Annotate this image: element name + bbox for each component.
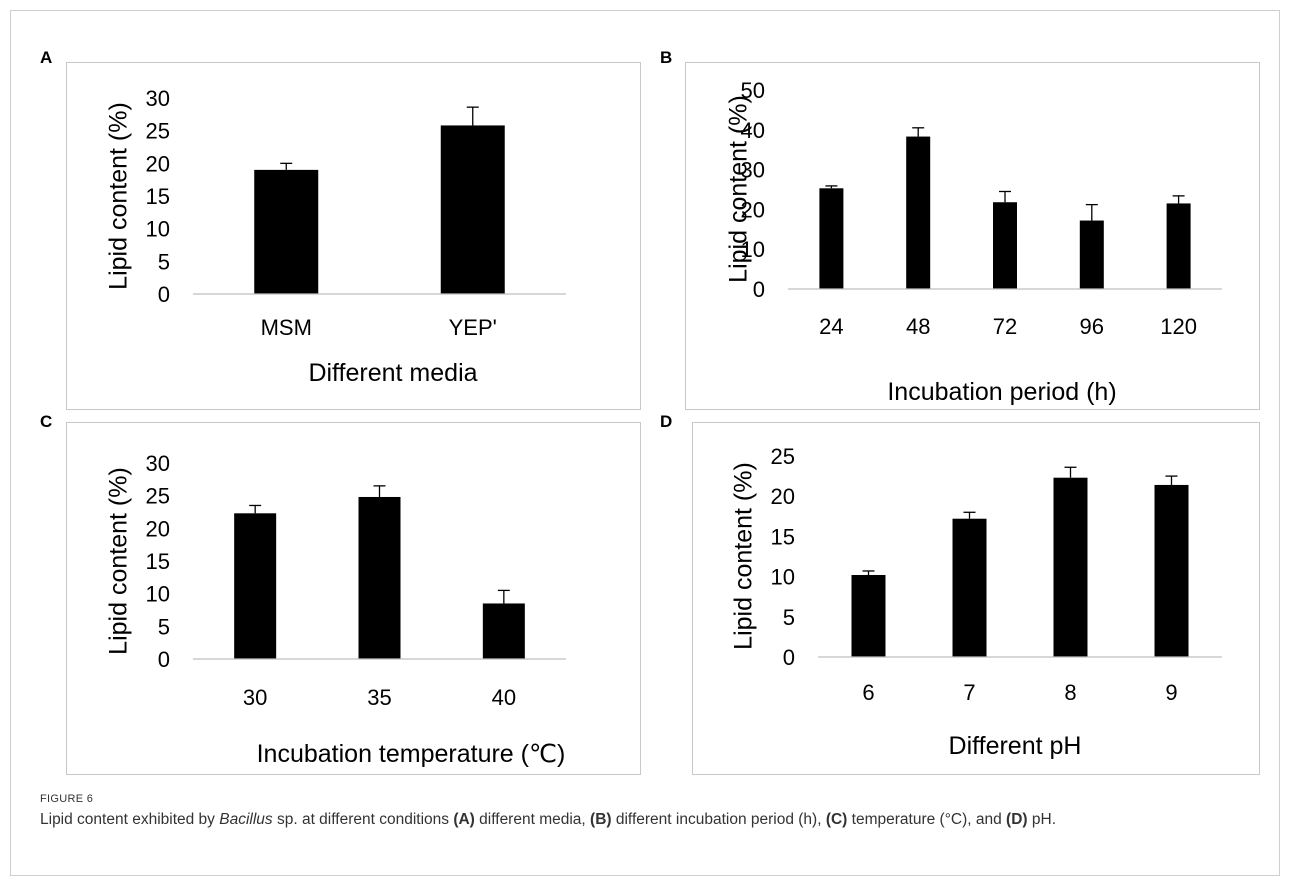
y-tick-label: 20 bbox=[771, 484, 795, 509]
y-tick-label: 25 bbox=[146, 119, 170, 144]
chart-a-frame bbox=[66, 62, 641, 410]
y-tick-label: 5 bbox=[783, 605, 795, 630]
x-tick-label: 96 bbox=[1080, 314, 1104, 339]
chart-c-frame bbox=[66, 422, 641, 775]
x-axis-label: Incubation period (h) bbox=[887, 378, 1116, 406]
caption-ref-a: (A) bbox=[453, 811, 475, 828]
y-tick-label: 15 bbox=[146, 184, 170, 209]
y-tick-label: 20 bbox=[146, 516, 170, 541]
bar-9 bbox=[1154, 484, 1189, 657]
x-tick-label: 24 bbox=[819, 314, 843, 339]
y-tick-label: 5 bbox=[158, 249, 170, 274]
x-tick-label: 7 bbox=[963, 680, 975, 705]
y-axis-label: Lipid content (%) bbox=[725, 95, 753, 283]
y-tick-label: 0 bbox=[753, 277, 765, 302]
x-tick-label: YEP' bbox=[449, 315, 497, 340]
panel-label-c: C bbox=[40, 412, 53, 431]
caption-text-3: different media, bbox=[474, 811, 591, 828]
bar-7 bbox=[952, 518, 987, 657]
y-tick-label: 25 bbox=[771, 444, 795, 469]
x-tick-label: 72 bbox=[993, 314, 1017, 339]
figure-label: FIGURE 6 bbox=[40, 793, 94, 805]
bar-96 bbox=[1079, 220, 1104, 289]
bar-MSM bbox=[254, 169, 319, 294]
y-tick-label: 25 bbox=[146, 484, 170, 509]
panel-label-d: D bbox=[660, 412, 673, 431]
caption-text-4: different incubation period (h), bbox=[611, 811, 826, 828]
y-tick-label: 15 bbox=[146, 549, 170, 574]
caption-ref-d: (D) bbox=[1006, 811, 1028, 828]
x-tick-label: 40 bbox=[492, 685, 516, 710]
x-tick-label: 6 bbox=[862, 680, 874, 705]
x-tick-label: 30 bbox=[243, 685, 267, 710]
y-axis-label: Lipid content (%) bbox=[730, 462, 758, 650]
y-tick-label: 10 bbox=[771, 565, 795, 590]
y-tick-label: 0 bbox=[158, 282, 170, 307]
y-axis-label: Lipid content (%) bbox=[105, 467, 133, 655]
y-tick-label: 10 bbox=[146, 582, 170, 607]
bar-24 bbox=[819, 188, 844, 289]
y-tick-label: 30 bbox=[146, 86, 170, 111]
x-axis-label: Different media bbox=[308, 359, 477, 387]
bar-72 bbox=[993, 202, 1017, 289]
bar-48 bbox=[906, 136, 931, 289]
y-tick-label: 0 bbox=[783, 645, 795, 670]
bar-120 bbox=[1166, 203, 1191, 289]
bar-8 bbox=[1053, 477, 1088, 657]
panel-label-b: B bbox=[660, 48, 673, 67]
caption-text-5: temperature (°C), and bbox=[847, 811, 1007, 828]
panel-label-a: A bbox=[40, 48, 53, 67]
y-axis-label: Lipid content (%) bbox=[105, 102, 133, 290]
bar-6 bbox=[851, 574, 886, 657]
caption-text-6: pH. bbox=[1027, 811, 1057, 828]
bar-40 bbox=[482, 603, 525, 659]
y-tick-label: 0 bbox=[158, 647, 170, 672]
chart-b-frame bbox=[685, 62, 1260, 410]
x-tick-label: 9 bbox=[1165, 680, 1177, 705]
y-tick-label: 30 bbox=[146, 451, 170, 476]
figure-frame bbox=[10, 10, 1280, 876]
x-tick-label: 35 bbox=[367, 685, 391, 710]
caption-species: Bacillus bbox=[219, 811, 273, 828]
y-tick-label: 50 bbox=[741, 78, 765, 103]
y-tick-label: 15 bbox=[771, 524, 795, 549]
x-tick-label: 48 bbox=[906, 314, 930, 339]
y-tick-label: 30 bbox=[741, 158, 765, 183]
y-tick-label: 20 bbox=[146, 151, 170, 176]
figure-caption: Lipid content exhibited by Bacillus sp. … bbox=[40, 809, 1255, 830]
y-tick-label: 40 bbox=[741, 118, 765, 143]
bar-35 bbox=[358, 496, 401, 659]
x-tick-label: 8 bbox=[1064, 680, 1076, 705]
y-tick-label: 5 bbox=[158, 614, 170, 639]
x-axis-label: Different pH bbox=[949, 732, 1082, 760]
caption-ref-b: (B) bbox=[590, 811, 612, 828]
y-tick-label: 10 bbox=[146, 217, 170, 242]
bar-30 bbox=[234, 513, 277, 659]
x-axis-label: Incubation temperature (℃) bbox=[257, 740, 566, 768]
caption-ref-c: (C) bbox=[825, 811, 848, 828]
y-tick-label: 10 bbox=[741, 237, 765, 262]
x-tick-label: 120 bbox=[1160, 314, 1197, 339]
bar-YEP' bbox=[440, 125, 505, 294]
caption-text-2: sp. at different conditions bbox=[272, 811, 454, 828]
y-tick-label: 20 bbox=[741, 197, 765, 222]
caption-text-1: Lipid content exhibited by bbox=[40, 811, 220, 828]
x-tick-label: MSM bbox=[261, 315, 312, 340]
